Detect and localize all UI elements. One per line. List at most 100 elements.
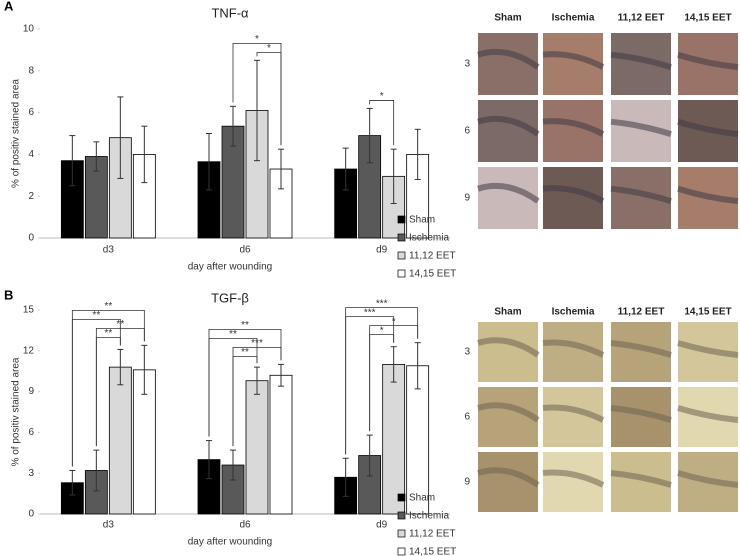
- tissue-band: [677, 405, 739, 423]
- legend-swatch: [397, 233, 406, 242]
- significance-bracket: [369, 334, 395, 432]
- row-label: 6: [464, 126, 470, 137]
- y-tick-label: 6: [28, 107, 34, 118]
- x-axis-label: day after wounding: [188, 537, 273, 548]
- error-bar: [141, 344, 148, 395]
- tissue-band: [610, 405, 672, 423]
- legend-swatch: [397, 547, 406, 556]
- tissue-band: [542, 118, 605, 137]
- error-bar: [366, 107, 373, 164]
- significance-label: **: [229, 329, 237, 340]
- legend-label: 11,12 EET: [409, 251, 456, 262]
- tissue-band: [677, 470, 739, 488]
- significance-label: ***: [376, 298, 388, 309]
- legend-label: Sham: [409, 493, 435, 504]
- significance-bracket: [256, 51, 282, 146]
- tissue-band: [610, 340, 672, 358]
- error-bar: [390, 148, 397, 205]
- row-label: 6: [464, 412, 470, 423]
- significance-label: **: [241, 347, 249, 358]
- legend-label: Sham: [409, 215, 435, 226]
- significance-label: **: [116, 319, 124, 330]
- error-bar: [93, 141, 100, 172]
- tissue-band: [542, 185, 605, 204]
- error-bar: [206, 440, 212, 480]
- tissue-band: [542, 469, 605, 488]
- column-header: Ischemia: [552, 307, 595, 318]
- error-bar: [206, 133, 212, 191]
- error-bar: [342, 457, 349, 497]
- tissue-band: [677, 340, 739, 358]
- tissue-band: [542, 51, 605, 70]
- significance-bracket: [95, 336, 121, 447]
- tissue-band: [477, 182, 540, 204]
- tissue-band: [477, 48, 540, 70]
- significance-bracket: [71, 318, 121, 467]
- significance-label: **: [92, 310, 100, 321]
- row-label: 9: [464, 477, 470, 488]
- tissue-band: [542, 404, 605, 423]
- tissue-band: [610, 470, 672, 488]
- y-tick-label: 10: [23, 24, 35, 35]
- significance-label: *: [392, 316, 396, 327]
- significance-label: *: [255, 34, 259, 45]
- legend-swatch: [397, 269, 406, 278]
- x-tick-label: d9: [376, 245, 388, 256]
- chart-title: TNF-α: [211, 5, 249, 20]
- panel-label: B: [4, 287, 13, 302]
- significance-bracket: [369, 100, 395, 146]
- bar: [245, 380, 269, 515]
- significance-label: *: [380, 91, 384, 102]
- significance-bracket: [232, 356, 258, 447]
- tissue-band: [677, 118, 739, 138]
- tissue-band: [542, 339, 605, 358]
- tissue-band: [610, 51, 672, 70]
- legend-label: Ischemia: [409, 233, 449, 244]
- y-tick-label: 2: [28, 191, 34, 202]
- legend-label: 11,12 EET: [409, 529, 456, 540]
- error-bar: [141, 125, 148, 184]
- column-header: 11,12 EET: [618, 307, 665, 318]
- error-bar: [254, 366, 260, 395]
- x-tick-label: d6: [239, 245, 251, 256]
- x-tick-label: d9: [376, 520, 388, 531]
- y-axis-label: % of positiv stained area: [11, 79, 22, 188]
- x-tick-label: d3: [103, 520, 115, 531]
- error-bar: [278, 148, 284, 190]
- chart-title: TGF-β: [211, 290, 249, 305]
- significance-label: **: [104, 328, 112, 339]
- error-bar: [390, 346, 397, 383]
- column-header: 14,15 EET: [684, 307, 731, 318]
- column-header: Ischemia: [552, 13, 595, 24]
- error-bar: [69, 469, 76, 496]
- legend-swatch: [397, 493, 406, 502]
- tissue-band: [677, 185, 739, 205]
- row-label: 9: [464, 193, 470, 204]
- column-header: Sham: [494, 307, 521, 318]
- y-tick-label: 15: [23, 305, 35, 316]
- column-header: 14,15 EET: [684, 13, 731, 24]
- legend-label: 14,15 EET: [409, 547, 456, 556]
- error-bar: [366, 434, 373, 477]
- y-tick-label: 0: [28, 509, 34, 520]
- error-bar: [117, 96, 124, 179]
- significance-label: ***: [364, 307, 376, 318]
- y-tick-label: 8: [28, 65, 34, 76]
- column-header: 11,12 EET: [618, 13, 665, 24]
- error-bar: [342, 147, 349, 191]
- significance-label: **: [241, 320, 249, 331]
- column-header: Sham: [494, 13, 521, 24]
- error-bar: [230, 105, 236, 147]
- bar: [269, 374, 293, 515]
- error-bar: [278, 363, 284, 387]
- row-label: 3: [464, 59, 470, 70]
- significance-label: **: [104, 301, 112, 312]
- tissue-band: [477, 467, 540, 488]
- significance-label: ***: [251, 338, 263, 349]
- y-tick-label: 12: [23, 345, 35, 356]
- error-bar: [414, 342, 421, 390]
- error-bar: [414, 128, 421, 180]
- tissue-band: [677, 51, 739, 71]
- significance-label: *: [267, 43, 271, 54]
